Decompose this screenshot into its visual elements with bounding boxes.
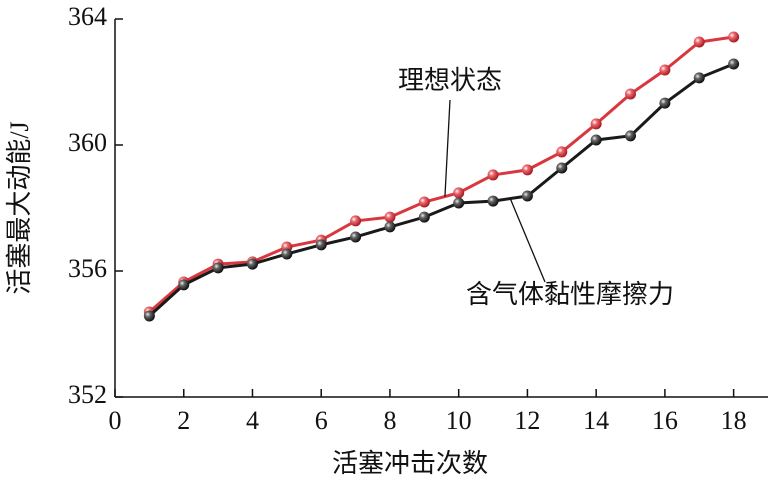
x-axis-label: 活塞冲击次数 (332, 449, 488, 478)
x-tick-label: 8 (383, 406, 396, 435)
data-point (281, 248, 293, 260)
data-point (625, 88, 637, 100)
data-point (246, 258, 258, 270)
x-tick-label: 16 (652, 406, 678, 435)
data-point (178, 279, 190, 291)
y-tick-label: 364 (68, 2, 107, 31)
y-tick-label: 360 (68, 128, 107, 157)
x-tick-label: 10 (446, 406, 472, 435)
data-point (453, 197, 465, 209)
data-point (487, 169, 499, 181)
data-point (418, 196, 430, 208)
data-point (315, 239, 327, 251)
series-label: 理想状态 (398, 66, 502, 95)
data-point (350, 231, 362, 243)
data-point (693, 72, 705, 84)
leader-line (444, 99, 451, 197)
y-tick-label: 356 (68, 254, 107, 283)
data-point (590, 134, 602, 146)
x-tick-label: 14 (583, 406, 609, 435)
data-point (487, 195, 499, 207)
data-point (212, 262, 224, 274)
y-axis-label: 活塞最大动能/J (5, 121, 34, 294)
x-tick-label: 0 (109, 406, 122, 435)
data-point (384, 211, 396, 223)
series-label: 含气体黏性摩擦力 (466, 280, 674, 309)
data-point (521, 164, 533, 176)
data-point (521, 190, 533, 202)
data-point (659, 97, 671, 109)
data-point (143, 310, 155, 322)
data-point (728, 58, 740, 70)
series-line (148, 35, 734, 314)
data-point (556, 162, 568, 174)
x-tick-label: 4 (246, 406, 259, 435)
data-point (418, 211, 430, 223)
series-line (148, 62, 735, 318)
data-point (556, 146, 568, 158)
data-point (453, 187, 465, 199)
x-tick-label: 2 (177, 406, 190, 435)
data-point (728, 31, 740, 43)
data-point (693, 36, 705, 48)
x-tick-label: 18 (721, 406, 747, 435)
data-point (659, 64, 671, 76)
x-tick-label: 6 (315, 406, 328, 435)
data-point (590, 118, 602, 130)
x-tick-label: 12 (514, 406, 540, 435)
y-tick-label: 352 (68, 380, 107, 409)
data-point (384, 221, 396, 233)
leader-line (509, 198, 546, 283)
data-point (350, 215, 362, 227)
data-point (625, 130, 637, 142)
